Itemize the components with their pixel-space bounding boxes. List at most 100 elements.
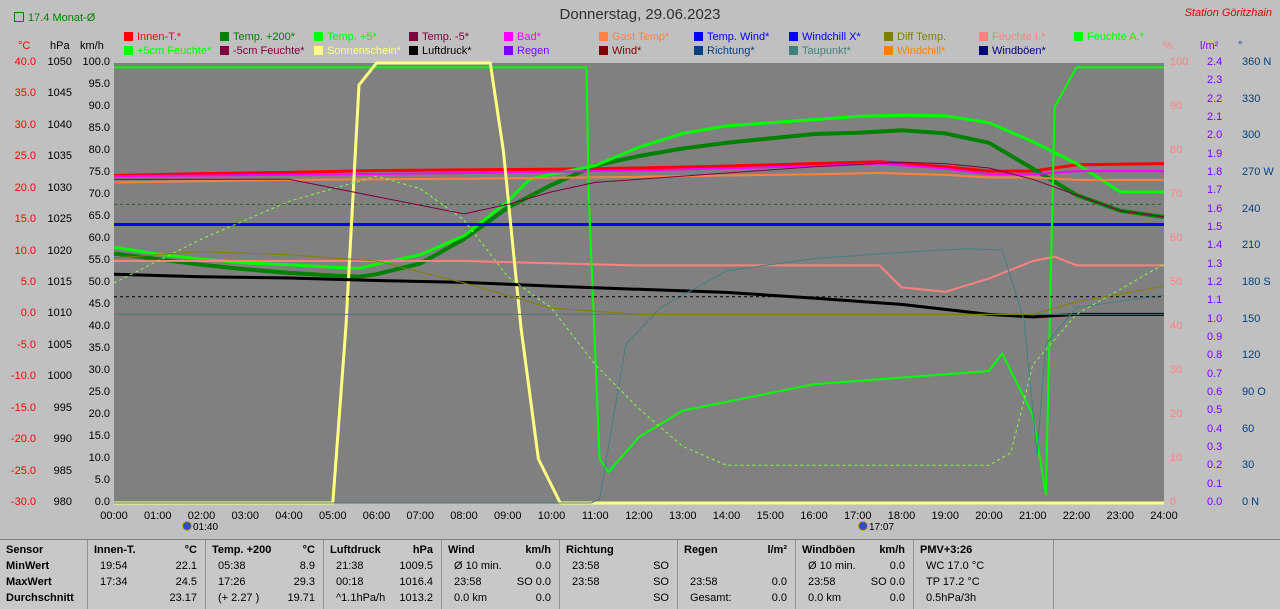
- series-line-10: [114, 66, 1164, 496]
- stats-cell-value: 23.17: [169, 592, 197, 604]
- legend-swatch: [220, 32, 229, 41]
- legend-swatch: [979, 46, 988, 55]
- x-tick: 08:00: [450, 510, 478, 522]
- legend-label: Temp. +200*: [233, 31, 296, 43]
- legend-swatch: [504, 46, 513, 55]
- axis-tick-kmh: 70.0: [88, 188, 110, 200]
- axis-tick-kmh: 30.0: [88, 364, 110, 376]
- stats-cell-value: 29.3: [293, 576, 315, 588]
- axis-tick-kmh: 10.0: [88, 452, 110, 464]
- stats-col-innen: Innen-T. °C 19:54 22.1 17:34 24.5 23.17: [88, 540, 206, 609]
- stats-row: 0.0 km 0.0: [442, 590, 559, 606]
- stats-cell-label: 23:58: [808, 576, 836, 588]
- axis-tick-lm2: 2.1: [1207, 111, 1223, 123]
- axis-tick-hpa: 1035: [47, 150, 72, 163]
- axis-tick-hpa: 1025: [47, 213, 72, 226]
- axis-tick-kmh: 40.0: [88, 320, 110, 332]
- axis-head-lm2: l/m²: [1200, 40, 1219, 52]
- x-tick: 06:00: [362, 510, 391, 522]
- legend-label: Windchill*: [897, 45, 946, 57]
- axis-tick-lm2: 2.4: [1207, 56, 1223, 68]
- legend-item: -5cm Feuchte*: [220, 45, 305, 57]
- stats-row: 00:18 1016.4: [324, 574, 441, 590]
- axis-tick-lm2: 1.4: [1207, 239, 1223, 252]
- axis-tick-dir: 150: [1242, 312, 1261, 325]
- stats-row: Gesamt: 0.0: [678, 590, 795, 606]
- legend-item: Taupunkt*: [789, 45, 851, 57]
- sunset-icon: [858, 521, 868, 531]
- x-tick: 12:00: [625, 510, 653, 522]
- series-line-9: [114, 255, 1164, 293]
- axis-tick-percent: 50: [1170, 276, 1183, 288]
- legend-item: Temp. -5*: [409, 31, 469, 43]
- x-tick: 24:00: [1150, 510, 1178, 522]
- axis-tick-hpa: 1015: [47, 276, 72, 288]
- axis-tick-kmh: 45.0: [88, 298, 110, 310]
- stats-head: Richtung: [560, 542, 677, 558]
- axis-tick-celsius: -20.0: [10, 433, 36, 446]
- stats-cell-label: PMV+3:26: [920, 544, 973, 556]
- legend-label: Sonnenschein*: [327, 45, 402, 57]
- stats-row: 21:38 1009.5: [324, 558, 441, 574]
- axis-tick-percent: 30: [1170, 364, 1183, 376]
- sunset-marker: 17:07: [858, 521, 894, 533]
- stats-cell-value: SO 0.0: [516, 576, 551, 588]
- legend-item: Temp. +200*: [220, 31, 295, 43]
- legend-label: Luftdruck*: [422, 45, 472, 57]
- legend-item: Feuchte A.*: [1074, 31, 1144, 43]
- stats-table: Sensor MinWert MaxWert Durchschnitt Innen-T.…: [0, 539, 1280, 609]
- stats-cell-label: Innen-T.: [94, 544, 136, 556]
- stats-row: SO: [560, 590, 677, 606]
- axis-tick-lm2: 1.8: [1207, 166, 1223, 178]
- axis-tick-celsius: 20.0: [14, 181, 36, 194]
- axis-tick-celsius: 0.0: [20, 307, 36, 320]
- axis-tick-kmh: 25.0: [88, 386, 110, 398]
- stats-col-regen: Regen l/m² 23:58 0.0 Gesamt: 0.0: [678, 540, 796, 609]
- stats-cell-label: 21:38: [336, 560, 364, 572]
- legend-item: Windböen*: [979, 45, 1046, 57]
- legend-item: Bad*: [504, 31, 541, 43]
- legend-swatch: [599, 32, 608, 41]
- stats-cell-value: 19.71: [287, 592, 315, 604]
- stats-cell-label: 05:38: [218, 560, 246, 572]
- stats-cell-label: Sensor: [6, 544, 44, 556]
- axis-tick-kmh: 55.0: [88, 254, 110, 266]
- legend-label: Bad*: [517, 31, 541, 43]
- x-tick: 18:00: [887, 510, 916, 522]
- stats-cell-value: SO: [653, 576, 669, 588]
- legend-label: Innen-T.*: [137, 31, 182, 43]
- stats-row: 23:58 0.0: [678, 574, 795, 590]
- monthly-average-swatch: [14, 12, 24, 22]
- stats-cell-value: SO 0.0: [870, 576, 905, 588]
- axis-tick-hpa: 1050: [47, 56, 72, 68]
- axis-tick-lm2: 0.4: [1207, 422, 1223, 435]
- stats-head: Wind km/h: [442, 542, 559, 558]
- x-tick: 20:00: [975, 510, 1003, 522]
- series-line-12: [113, 272, 1164, 319]
- x-tick: 05:00: [318, 510, 347, 522]
- x-tick: 14:00: [712, 510, 741, 522]
- axis-tick-percent: 90: [1170, 100, 1183, 112]
- stats-row: 0.5hPa/3h: [914, 590, 1053, 606]
- x-tick: 07:00: [406, 510, 435, 522]
- stats-row: 23:58 SO 0.0: [442, 574, 559, 590]
- axis-tick-lm2: 1.6: [1207, 202, 1223, 215]
- axis-tick-hpa: 1030: [47, 181, 72, 194]
- sunrise-icon: [182, 521, 192, 531]
- legend-swatch: [314, 46, 323, 55]
- series-line-1: [113, 160, 1165, 177]
- axis-tick-lm2: 2.0: [1207, 129, 1223, 142]
- axis-tick-lm2: 1.9: [1207, 147, 1223, 160]
- axis-tick-kmh: 60.0: [88, 232, 110, 244]
- axis-head-celsius: °C: [18, 40, 31, 52]
- x-tick: 19:00: [931, 510, 960, 522]
- stats-cell-label: TP 17.2 °C: [926, 576, 980, 588]
- axis-tick-hpa: 1045: [47, 87, 72, 100]
- axis-tick-percent: 80: [1170, 144, 1183, 156]
- axis-tick-celsius: 5.0: [20, 276, 36, 288]
- stats-cell-label: Wind: [448, 544, 475, 556]
- axis-tick-dir: 240: [1242, 202, 1261, 215]
- x-tick: 15:00: [756, 510, 785, 522]
- axis-tick-kmh: 5.0: [94, 474, 110, 486]
- stats-row: 05:38 8.9: [206, 558, 323, 574]
